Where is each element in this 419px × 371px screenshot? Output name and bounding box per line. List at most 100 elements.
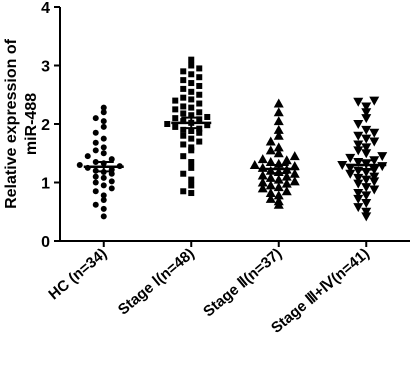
data-point [92,115,99,122]
data-point [265,145,276,155]
data-point [361,183,372,193]
data-point [353,146,364,156]
data-point [281,186,292,196]
y-axis-label: Relative expression of [3,38,20,209]
data-point [361,198,372,208]
data-point [361,125,372,135]
data-point [188,56,195,63]
data-point [188,164,195,171]
data-point [273,190,284,200]
data-point [289,168,300,178]
data-point [273,182,284,192]
data-point [281,178,292,188]
x-tick-label: Stage Ⅱ(n=37) [200,245,285,320]
data-point [172,123,179,130]
data-point [281,171,292,181]
data-point [188,159,195,166]
data-point [196,82,203,89]
data-point [289,176,300,186]
data-point [100,123,107,130]
data-point [353,173,364,183]
data-point [108,185,115,192]
data-point [369,172,380,182]
data-point [172,115,179,122]
data-point [361,143,372,153]
data-point [369,137,380,147]
data-point [265,172,276,182]
data-point [172,97,179,104]
data-point [92,147,99,154]
data-point [353,97,364,107]
data-point [273,107,284,117]
y-tick-label: 4 [41,0,50,17]
data-point [188,128,195,135]
data-point [273,174,284,184]
data-point [265,193,276,203]
data-point [196,116,203,123]
data-point [377,152,388,162]
data-point [188,144,195,151]
data-point [369,185,380,195]
data-point [100,150,107,157]
data-point [100,135,107,142]
data-point [108,178,115,185]
data-point [273,148,284,158]
data-point [164,121,171,127]
data-point [180,110,187,117]
data-point [180,188,187,195]
data-point [369,96,380,106]
data-point [92,139,99,146]
data-point [196,138,203,145]
data-point [100,174,107,181]
data-point [92,188,99,195]
data-point [289,151,300,161]
data-point [100,118,107,125]
data-point [273,142,284,152]
data-point [180,118,187,125]
y-axis-label: miR-488 [23,93,40,155]
data-point [84,153,91,160]
x-tick-label: HC (n=34) [45,245,110,303]
data-point [353,203,364,213]
data-point [196,65,203,72]
data-point [188,176,195,183]
data-point [100,104,107,111]
data-point [265,136,276,146]
data-point [353,179,364,189]
y-tick-label: 0 [41,234,50,251]
data-point [92,173,99,180]
data-point [257,154,268,164]
data-point [100,182,107,189]
data-point [196,109,203,116]
data-point [369,128,380,138]
data-point [273,124,284,134]
data-point [100,109,107,116]
data-point [180,153,187,160]
data-point [257,170,268,180]
data-point [188,80,195,87]
data-point [249,159,260,169]
data-point [257,162,268,172]
data-point [257,183,268,193]
data-point [180,68,187,75]
data-point [257,177,268,187]
data-point [196,129,203,136]
data-point [369,177,380,187]
data-point [361,212,372,222]
data-point [180,85,187,92]
data-point [188,71,195,78]
data-point [180,94,187,101]
data-point [108,156,115,163]
data-point [196,91,203,98]
x-tick-label: Stage Ⅰ(n=48) [115,245,198,318]
data-point [100,205,107,212]
data-point [353,120,364,129]
data-point [353,194,364,204]
data-point [273,116,284,126]
data-point [100,144,107,151]
data-point [361,134,372,144]
data-point [92,179,99,186]
data-point [361,175,372,185]
data-point [361,191,372,201]
data-point [188,190,195,197]
